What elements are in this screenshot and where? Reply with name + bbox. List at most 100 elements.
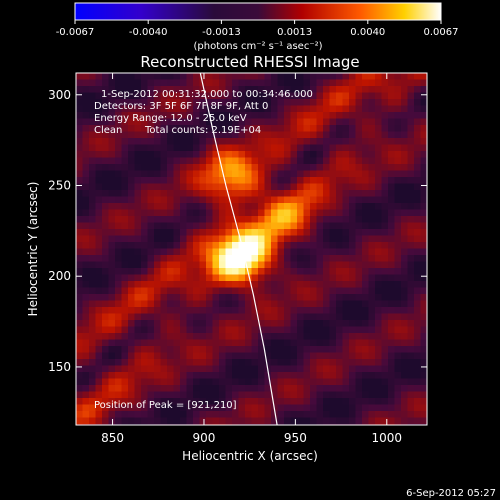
heatmap-cell bbox=[154, 125, 162, 133]
heatmap-cell bbox=[134, 411, 142, 419]
heatmap-cell bbox=[258, 346, 266, 354]
heatmap-cell bbox=[401, 372, 409, 380]
heatmap-cell bbox=[381, 99, 389, 107]
heatmap-cell bbox=[375, 196, 383, 204]
heatmap-cell bbox=[95, 411, 103, 419]
heatmap-cell bbox=[219, 99, 227, 107]
heatmap-cell bbox=[284, 274, 292, 282]
heatmap-cell bbox=[271, 79, 279, 87]
heatmap-cell bbox=[420, 281, 427, 289]
heatmap-cell bbox=[199, 99, 207, 107]
heatmap-cell bbox=[362, 268, 370, 276]
heatmap-cell bbox=[193, 86, 201, 94]
heatmap-cell bbox=[407, 222, 415, 230]
heatmap-cell bbox=[329, 203, 337, 211]
heatmap-cell bbox=[290, 261, 298, 269]
heatmap-cell bbox=[375, 183, 383, 191]
heatmap-cell bbox=[115, 138, 123, 146]
heatmap-cell bbox=[173, 307, 181, 315]
heatmap-cell bbox=[160, 196, 168, 204]
heatmap-cell bbox=[76, 203, 84, 211]
heatmap-cell bbox=[102, 365, 110, 373]
heatmap-cell bbox=[180, 73, 188, 81]
heatmap-cell bbox=[232, 385, 240, 393]
heatmap-cell bbox=[160, 417, 168, 425]
heatmap-cell bbox=[108, 235, 116, 243]
heatmap-cell bbox=[329, 261, 337, 269]
heatmap-cell bbox=[160, 313, 168, 321]
heatmap-cell bbox=[193, 287, 201, 295]
y-tick-label: 300 bbox=[48, 88, 71, 102]
heatmap-cell bbox=[108, 183, 116, 191]
heatmap-cell bbox=[420, 164, 427, 172]
heatmap-cell bbox=[394, 411, 402, 419]
heatmap-cell bbox=[245, 190, 253, 198]
heatmap-cell bbox=[219, 105, 227, 113]
heatmap-cell bbox=[212, 398, 220, 406]
heatmap-cell bbox=[245, 209, 253, 217]
heatmap-cell bbox=[251, 313, 259, 321]
heatmap-cell bbox=[271, 229, 279, 237]
heatmap-cell bbox=[199, 157, 207, 165]
heatmap-cell bbox=[394, 339, 402, 347]
heatmap-cell bbox=[95, 157, 103, 165]
heatmap-cell bbox=[167, 209, 175, 217]
heatmap-cell bbox=[232, 359, 240, 367]
heatmap-cell bbox=[420, 404, 427, 412]
heatmap-cell bbox=[355, 183, 363, 191]
heatmap-cell bbox=[245, 183, 253, 191]
heatmap-cell bbox=[102, 359, 110, 367]
heatmap-cell bbox=[342, 170, 350, 178]
heatmap-cell bbox=[95, 274, 103, 282]
heatmap-cell bbox=[407, 183, 415, 191]
heatmap-cell bbox=[323, 242, 331, 250]
heatmap-cell bbox=[141, 346, 149, 354]
heatmap-cell bbox=[141, 222, 149, 230]
heatmap-cell bbox=[238, 261, 246, 269]
heatmap-cell bbox=[375, 73, 383, 81]
heatmap-cell bbox=[238, 229, 246, 237]
heatmap-cell bbox=[232, 404, 240, 412]
heatmap-cell bbox=[186, 138, 194, 146]
heatmap-cell bbox=[206, 281, 214, 289]
heatmap-cell bbox=[401, 261, 409, 269]
heatmap-cell bbox=[271, 144, 279, 152]
heatmap-cell bbox=[232, 339, 240, 347]
heatmap-cell bbox=[115, 320, 123, 328]
heatmap-cell bbox=[342, 333, 350, 341]
heatmap-cell bbox=[154, 385, 162, 393]
heatmap-cell bbox=[186, 203, 194, 211]
heatmap-cell bbox=[186, 333, 194, 341]
heatmap-cell bbox=[310, 333, 318, 341]
heatmap-cell bbox=[232, 92, 240, 100]
heatmap-cell bbox=[388, 346, 396, 354]
heatmap-cell bbox=[407, 398, 415, 406]
heatmap-cell bbox=[180, 222, 188, 230]
heatmap-cell bbox=[245, 177, 253, 185]
heatmap-cell bbox=[89, 261, 97, 269]
heatmap-cell bbox=[206, 177, 214, 185]
heatmap-cell bbox=[199, 359, 207, 367]
heatmap-cell bbox=[134, 378, 142, 386]
heatmap-cell bbox=[82, 274, 90, 282]
heatmap-cell bbox=[128, 404, 136, 412]
annotation-peak-position: Position of Peak = [921,210] bbox=[94, 400, 237, 411]
heatmap-cell bbox=[297, 99, 305, 107]
heatmap-cell bbox=[284, 235, 292, 243]
heatmap-cell bbox=[160, 183, 168, 191]
heatmap-cell bbox=[264, 398, 272, 406]
heatmap-cell bbox=[329, 118, 337, 126]
heatmap-cell bbox=[89, 105, 97, 113]
heatmap-cell bbox=[316, 144, 324, 152]
heatmap-cell bbox=[271, 255, 279, 263]
heatmap-cell bbox=[232, 268, 240, 276]
heatmap-cell bbox=[82, 105, 90, 113]
heatmap-cell bbox=[147, 307, 155, 315]
heatmap-cell bbox=[180, 372, 188, 380]
heatmap-cell bbox=[388, 313, 396, 321]
heatmap-cell bbox=[232, 79, 240, 87]
heatmap-cell bbox=[245, 229, 253, 237]
heatmap-cell bbox=[394, 287, 402, 295]
heatmap-cell bbox=[277, 151, 285, 159]
heatmap-cell bbox=[297, 417, 305, 425]
